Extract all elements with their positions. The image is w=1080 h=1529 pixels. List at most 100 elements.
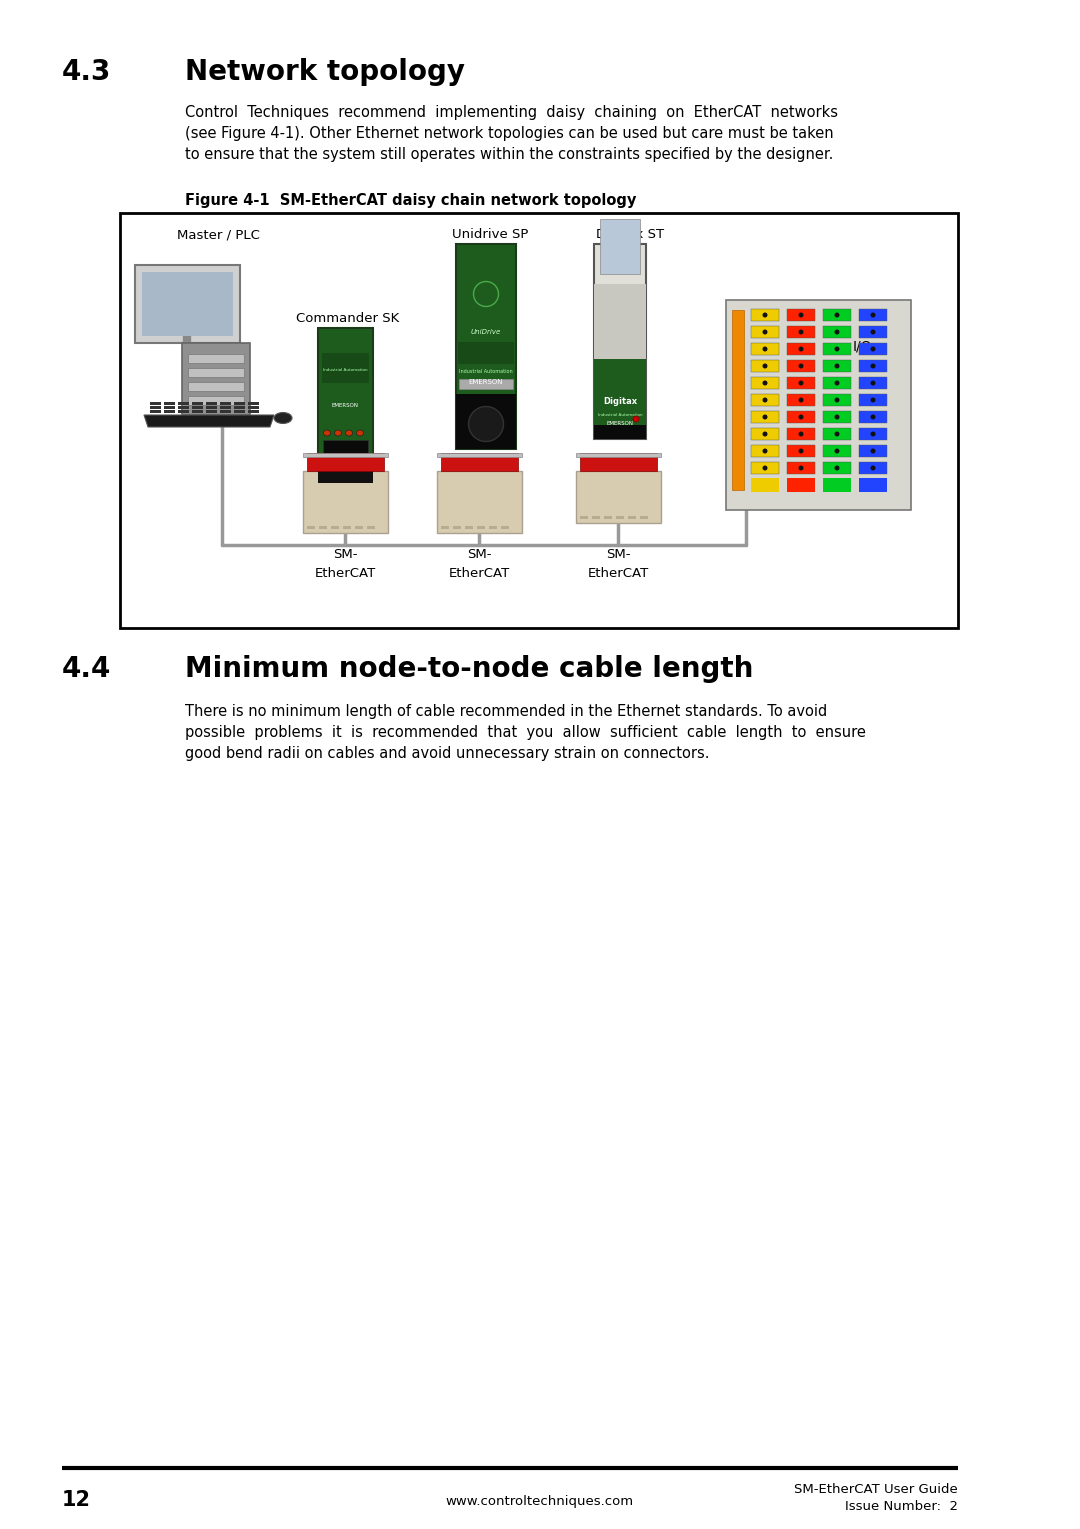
Bar	[580, 453, 657, 471]
Text: EMERSON: EMERSON	[469, 379, 503, 385]
Bar	[751, 428, 779, 440]
Bar	[318, 329, 373, 483]
Ellipse shape	[870, 448, 876, 454]
Bar	[477, 526, 485, 529]
Ellipse shape	[324, 430, 330, 436]
Bar	[859, 394, 887, 407]
Ellipse shape	[835, 364, 839, 368]
Bar	[459, 379, 513, 388]
Bar	[751, 394, 779, 407]
Bar	[580, 515, 588, 518]
Bar	[726, 300, 912, 511]
Bar	[823, 309, 851, 321]
Bar	[220, 402, 231, 405]
Bar	[150, 410, 161, 413]
Ellipse shape	[798, 465, 804, 471]
Ellipse shape	[762, 465, 768, 471]
Ellipse shape	[835, 414, 839, 419]
Bar	[456, 394, 516, 450]
Bar	[188, 396, 244, 405]
Text: I/O: I/O	[852, 339, 872, 353]
Ellipse shape	[798, 330, 804, 335]
Ellipse shape	[870, 398, 876, 402]
Ellipse shape	[356, 430, 364, 436]
Bar	[303, 453, 388, 457]
Bar	[600, 219, 640, 274]
Bar	[576, 471, 661, 523]
Bar	[604, 515, 612, 518]
Text: to ensure that the system still operates within the constraints specified by the: to ensure that the system still operates…	[185, 147, 834, 162]
Bar	[367, 526, 375, 529]
Bar	[787, 411, 815, 424]
Bar	[319, 526, 327, 529]
Bar	[307, 526, 315, 529]
Bar	[787, 394, 815, 407]
Bar	[751, 378, 779, 388]
Bar	[453, 526, 461, 529]
Bar	[859, 359, 887, 372]
Ellipse shape	[335, 430, 341, 436]
Polygon shape	[144, 414, 274, 427]
Text: www.controltechniques.com: www.controltechniques.com	[446, 1495, 634, 1508]
Bar	[322, 353, 369, 382]
Ellipse shape	[762, 448, 768, 454]
Text: (see Figure 4-1). Other Ethernet network topologies can be used but care must be: (see Figure 4-1). Other Ethernet network…	[185, 125, 834, 141]
Bar	[594, 425, 646, 439]
Bar	[787, 326, 815, 338]
Bar	[859, 342, 887, 355]
Bar	[823, 445, 851, 457]
Bar	[823, 462, 851, 474]
Bar	[576, 453, 661, 457]
Ellipse shape	[870, 330, 876, 335]
Bar	[823, 359, 851, 372]
Text: Unidrive SP: Unidrive SP	[451, 228, 528, 242]
Ellipse shape	[835, 312, 839, 318]
Bar	[859, 479, 887, 492]
Bar	[751, 326, 779, 338]
Bar	[501, 526, 509, 529]
Text: Commander SK: Commander SK	[296, 312, 400, 326]
Ellipse shape	[835, 448, 839, 454]
Bar	[188, 382, 244, 391]
Bar	[164, 402, 175, 405]
Bar	[456, 245, 516, 450]
Bar	[178, 410, 189, 413]
Bar	[751, 411, 779, 424]
Text: Industrial Automation: Industrial Automation	[459, 368, 513, 375]
Bar	[751, 342, 779, 355]
Ellipse shape	[835, 381, 839, 385]
Ellipse shape	[762, 330, 768, 335]
Bar	[206, 402, 217, 405]
Bar	[164, 407, 175, 408]
Bar	[859, 445, 887, 457]
Bar	[206, 407, 217, 408]
Ellipse shape	[870, 312, 876, 318]
Ellipse shape	[762, 381, 768, 385]
Text: EMERSON: EMERSON	[607, 420, 634, 427]
Text: Digitax: Digitax	[603, 398, 637, 407]
Bar	[859, 326, 887, 338]
Bar	[355, 526, 363, 529]
Bar	[206, 410, 217, 413]
Bar	[192, 407, 203, 408]
Text: SM-: SM-	[606, 547, 631, 561]
Ellipse shape	[798, 448, 804, 454]
Bar	[248, 407, 259, 408]
Bar	[150, 407, 161, 408]
Bar	[192, 402, 203, 405]
Bar	[787, 309, 815, 321]
Bar	[489, 526, 497, 529]
Bar	[594, 359, 646, 439]
Bar	[307, 453, 384, 471]
Bar	[248, 410, 259, 413]
Bar	[823, 326, 851, 338]
Bar	[787, 462, 815, 474]
Ellipse shape	[473, 281, 499, 306]
Bar	[787, 378, 815, 388]
Bar	[178, 402, 189, 405]
Ellipse shape	[870, 431, 876, 436]
Bar	[465, 526, 473, 529]
Text: SM-: SM-	[333, 547, 357, 561]
Bar	[859, 309, 887, 321]
Bar	[248, 402, 259, 405]
